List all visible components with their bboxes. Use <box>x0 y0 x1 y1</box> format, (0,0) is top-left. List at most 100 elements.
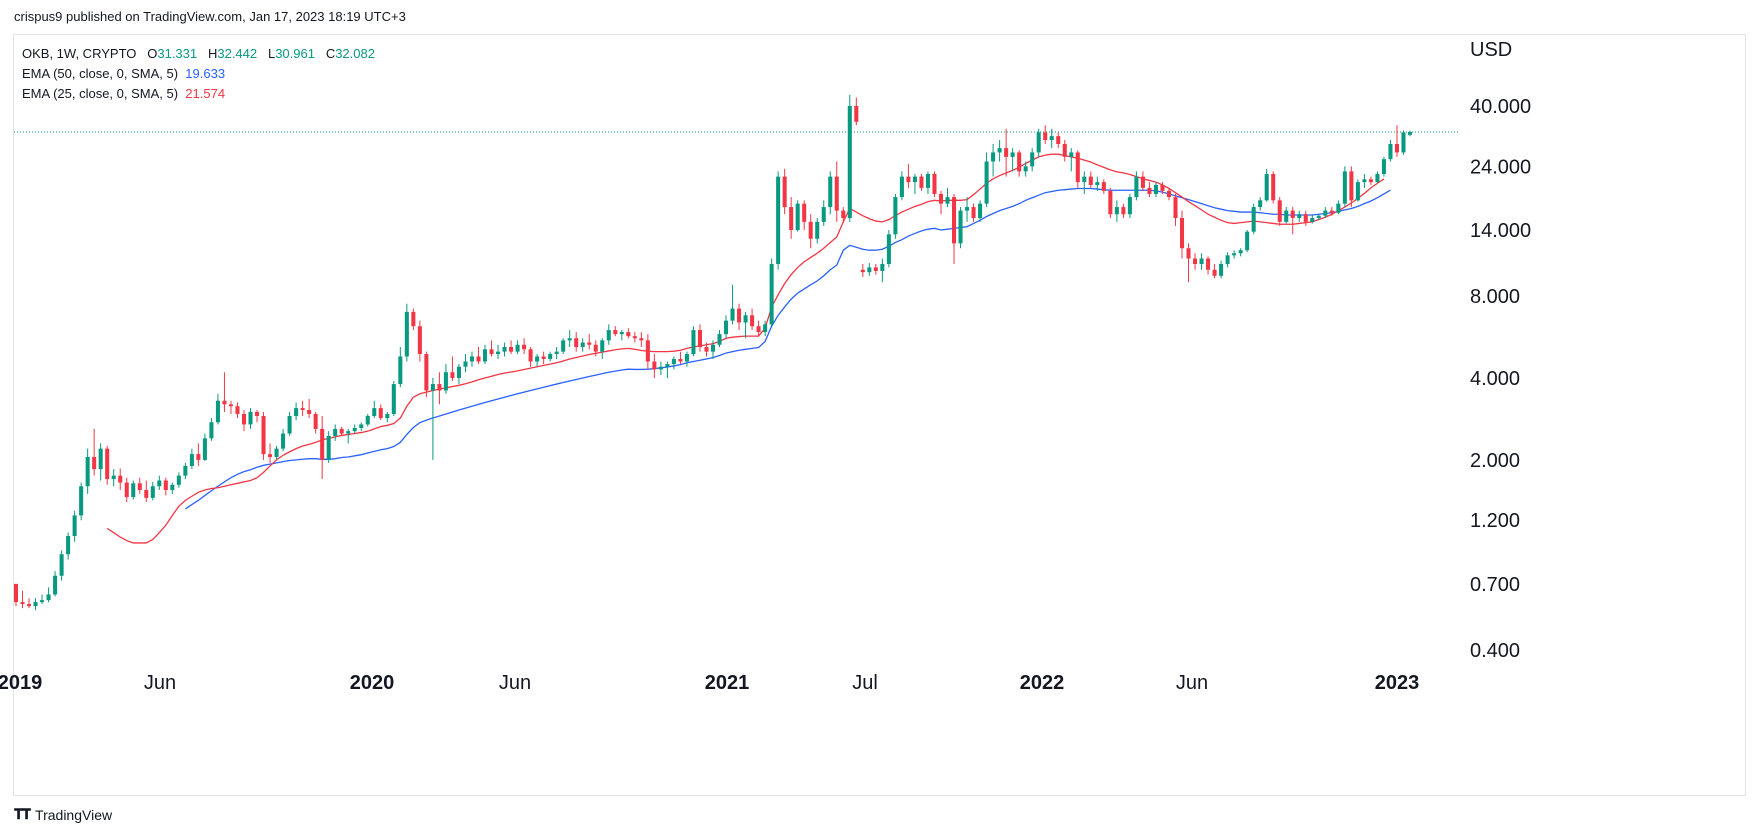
x-axis-tick: 2022 <box>1020 672 1065 694</box>
candle-body <box>541 356 546 359</box>
candle-body <box>574 338 579 348</box>
candle-body <box>196 454 201 460</box>
candle-body <box>997 148 1002 153</box>
candle-body <box>1082 176 1087 183</box>
candle-body <box>98 448 103 470</box>
x-axis-tick: Jun <box>499 672 531 694</box>
candle-body <box>1394 143 1399 153</box>
candle-body <box>1062 143 1067 157</box>
candle-body <box>1030 152 1035 167</box>
candle-body <box>932 173 937 194</box>
candle-body <box>919 176 924 188</box>
candle-body <box>1140 176 1145 188</box>
candle-body <box>1036 132 1041 153</box>
candle-body <box>509 347 514 352</box>
candle-body <box>841 210 846 218</box>
candle-body <box>1147 187 1152 194</box>
candle-body <box>85 456 90 487</box>
footer-brand[interactable]: 𝐓𝐓 TradingView <box>14 806 112 823</box>
candle-body <box>46 594 51 601</box>
candle-body <box>241 413 247 425</box>
candle-body <box>72 515 77 536</box>
candle-body <box>710 344 716 352</box>
candle-body <box>1284 210 1289 222</box>
low-value: 30.961 <box>275 46 315 61</box>
candle-body <box>938 193 944 204</box>
candle-body <box>502 347 507 352</box>
candle-body <box>684 354 689 362</box>
candle-body <box>274 448 279 457</box>
ema50-value: 19.633 <box>185 66 226 81</box>
x-axis-tick: 2019 <box>0 672 42 694</box>
candle-body <box>860 269 865 273</box>
candle-body <box>1323 210 1328 216</box>
chart-legend: OKB, 1W, CRYPTO O31.331 H32.442 L30.961 … <box>22 44 375 104</box>
candle-body <box>965 207 970 211</box>
ema50-label: EMA (50, close, 0, SMA, 5) <box>22 66 179 81</box>
candle-body <box>33 602 38 607</box>
candle-body <box>1407 132 1413 135</box>
candle-body <box>92 456 97 470</box>
candle-body <box>1069 152 1074 157</box>
candle-body <box>307 410 312 414</box>
candle-body <box>769 263 774 325</box>
open-value: 31.331 <box>157 46 198 61</box>
candle-body <box>782 176 787 208</box>
candle-body <box>593 344 598 352</box>
candle-body <box>795 203 800 231</box>
candle-body <box>1043 132 1048 140</box>
candle-body <box>254 411 260 416</box>
candle-body <box>163 480 168 490</box>
candle-body <box>202 438 207 460</box>
candle-body <box>1023 166 1028 172</box>
y-axis-tick: 24.000 <box>1470 156 1531 178</box>
candle-body <box>1075 152 1080 183</box>
symbol-label[interactable]: OKB, 1W, CRYPTO <box>22 46 137 61</box>
candle-body <box>899 176 904 198</box>
candle-body <box>183 465 188 476</box>
candle-body <box>1251 207 1256 232</box>
candle-body <box>391 384 396 414</box>
ema50-legend-row[interactable]: EMA (50, close, 0, SMA, 5) 19.633 <box>22 64 375 84</box>
candle-body <box>789 207 794 231</box>
candle-body <box>1336 203 1341 213</box>
y-axis-tick: 4.000 <box>1470 368 1520 390</box>
candle-body <box>228 404 233 407</box>
y-axis-tick: 14.000 <box>1470 220 1531 242</box>
candle-body <box>776 176 781 264</box>
candle-body <box>1186 248 1191 259</box>
candle-body <box>691 330 696 355</box>
candle-body <box>678 358 683 362</box>
candle-body <box>912 176 917 183</box>
candle-body <box>365 415 370 425</box>
candle-body <box>170 484 175 490</box>
candle-body <box>1225 255 1230 264</box>
candle-body <box>626 332 631 337</box>
candle-body <box>157 480 162 487</box>
y-axis-tick: 0.700 <box>1470 574 1520 596</box>
candle-body <box>496 351 501 355</box>
candle-body <box>489 349 494 355</box>
candle-body <box>600 340 605 352</box>
candle-body <box>40 600 45 603</box>
brand-name: TradingView <box>35 806 113 823</box>
candle-body <box>535 356 540 362</box>
candle-body <box>1114 207 1119 215</box>
candle-body <box>53 575 58 595</box>
candle-body <box>1388 143 1393 160</box>
candle-body <box>378 408 383 419</box>
candle-body <box>580 342 585 348</box>
ema25-legend-row[interactable]: EMA (25, close, 0, SMA, 5) 21.574 <box>22 84 375 104</box>
candle-body <box>951 197 957 244</box>
candle-body <box>515 344 520 352</box>
candle-body <box>854 106 859 122</box>
candle-body <box>1310 217 1315 222</box>
candle-body <box>124 482 129 498</box>
candle-body <box>743 315 748 323</box>
candle-body <box>880 263 885 271</box>
candle-body <box>352 427 357 432</box>
candle-body <box>105 448 110 480</box>
candle-body <box>1193 258 1198 264</box>
tradingview-logo-icon: 𝐓𝐓 <box>14 806 31 822</box>
